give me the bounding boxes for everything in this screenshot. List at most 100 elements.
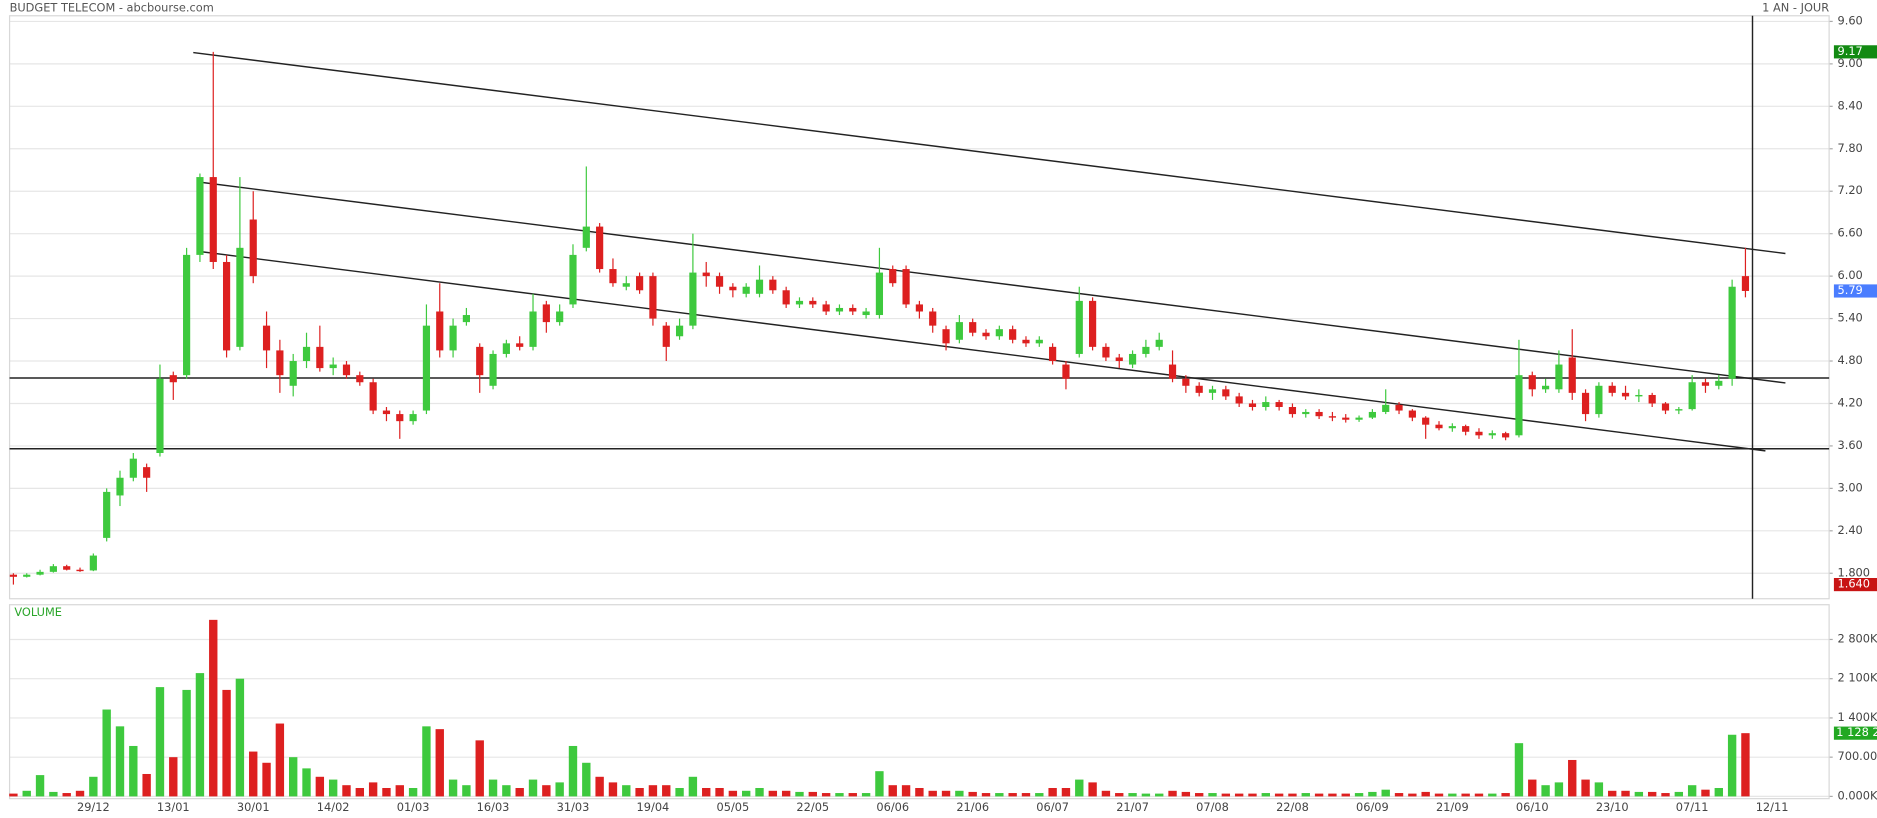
- candle-body: [1075, 300, 1083, 354]
- x-tick-label: 13/01: [157, 800, 190, 814]
- volume-bar: [728, 790, 738, 797]
- x-tick-label: 22/08: [1276, 800, 1309, 814]
- volume-bar: [1528, 779, 1537, 797]
- candle-body: [1608, 385, 1616, 393]
- volume-bar: [1021, 793, 1031, 797]
- volume-title: VOLUME: [14, 605, 62, 619]
- candle-body: [1675, 409, 1683, 411]
- volume-bar: [1408, 793, 1417, 797]
- candle-body: [183, 254, 191, 376]
- candle-body: [449, 325, 457, 351]
- y-tick-label: 1.800: [1837, 565, 1870, 579]
- candle-body: [1342, 417, 1350, 420]
- candle-body: [1035, 339, 1043, 344]
- volume-bar: [702, 787, 711, 797]
- x-tick-label: 14/02: [317, 800, 350, 814]
- candle-body: [742, 286, 750, 294]
- x-tick-label: 06/09: [1356, 800, 1389, 814]
- volume-bar: [542, 785, 551, 797]
- x-tick-label: 29/12: [77, 800, 110, 814]
- volume-bar: [1381, 789, 1390, 797]
- volume-bar: [382, 787, 391, 797]
- candle-body: [1581, 392, 1590, 415]
- y-tick-label: 700.00K: [1837, 749, 1877, 763]
- y-tick-label: 4.20: [1837, 395, 1862, 409]
- candle-body: [715, 276, 724, 287]
- volume-bar: [555, 782, 564, 797]
- candle-body: [1741, 276, 1750, 291]
- volume-bar: [35, 775, 45, 797]
- candle-body: [929, 311, 937, 326]
- candle-body: [1248, 403, 1257, 408]
- volume-bar: [1368, 791, 1377, 797]
- volume-bar: [888, 785, 897, 797]
- x-tick-label: 12/11: [1756, 800, 1789, 814]
- candle-body: [1568, 357, 1576, 393]
- candle-body: [1022, 339, 1030, 344]
- candle-body: [462, 315, 470, 323]
- candle-body: [1648, 394, 1656, 404]
- candle-body: [1328, 416, 1337, 418]
- candle-body: [969, 322, 977, 333]
- candle-body: [889, 269, 897, 284]
- y-tick-label: 2.40: [1837, 523, 1862, 537]
- volume-badge: [1833, 726, 1877, 740]
- volume-bar: [1554, 782, 1564, 797]
- candle-body: [1355, 417, 1363, 420]
- candle-body: [1195, 385, 1203, 393]
- y-tick-label: 3.60: [1837, 438, 1862, 452]
- volume-bar: [1328, 793, 1337, 797]
- label-layer: 29/12 13/01 30/01 14/02 01/03 16/03 31/03 19/04…: [77, 13, 1877, 814]
- volume-bar: [662, 785, 671, 797]
- candle-body: [556, 311, 564, 323]
- candle-body: [302, 346, 311, 362]
- volume-bar: [328, 779, 338, 797]
- candle-body: [1435, 424, 1443, 429]
- candle-body: [1661, 403, 1670, 411]
- volume-bar: [182, 689, 191, 797]
- x-tick-label: 06/10: [1516, 800, 1549, 814]
- candle-body: [1408, 410, 1416, 418]
- volume-bar: [1621, 790, 1630, 797]
- volume-bar: [848, 793, 857, 797]
- volume-bar: [1634, 791, 1644, 797]
- x-tick-label: 07/08: [1196, 800, 1229, 814]
- chart-header: BUDGET TELECOM - abcbourse.com: [10, 1, 214, 15]
- volume-bar: [1301, 793, 1310, 797]
- volume-bar: [142, 773, 151, 797]
- volume-bar: [475, 740, 484, 797]
- volume-bar: [1234, 793, 1244, 797]
- volume-bar: [1181, 791, 1191, 797]
- volume-bar: [1661, 793, 1670, 797]
- candle-body: [1382, 404, 1390, 412]
- candle-body: [649, 276, 657, 319]
- candle-body: [1368, 411, 1376, 418]
- price-badge: [1833, 45, 1877, 59]
- volume-bar: [435, 729, 444, 797]
- trend-line: [198, 250, 1766, 452]
- volume-bar: [115, 726, 125, 797]
- candle-body: [89, 555, 97, 571]
- volume-bar: [955, 790, 964, 797]
- volume-bar: [62, 793, 71, 797]
- volume-bar: [1274, 793, 1284, 797]
- candle-body: [1515, 375, 1523, 436]
- candle-body: [1208, 389, 1217, 393]
- candle-body: [902, 269, 910, 305]
- volume-bar: [915, 787, 924, 797]
- volume-bar: [462, 785, 471, 797]
- candle-body: [23, 574, 31, 577]
- volume-bar: [22, 790, 31, 797]
- y-tick-label: 8.40: [1837, 98, 1862, 112]
- y-tick-label: 2 100K: [1837, 671, 1877, 685]
- candle-body: [289, 361, 297, 386]
- candle-body: [702, 272, 710, 277]
- candle-body: [502, 343, 510, 354]
- volume-bar: [9, 793, 18, 797]
- candle-body: [1049, 346, 1057, 362]
- x-tick-label: 05/05: [716, 800, 749, 814]
- candle-body: [1288, 407, 1297, 415]
- volume-bar: [355, 787, 365, 797]
- mark-layer: [9, 51, 1830, 797]
